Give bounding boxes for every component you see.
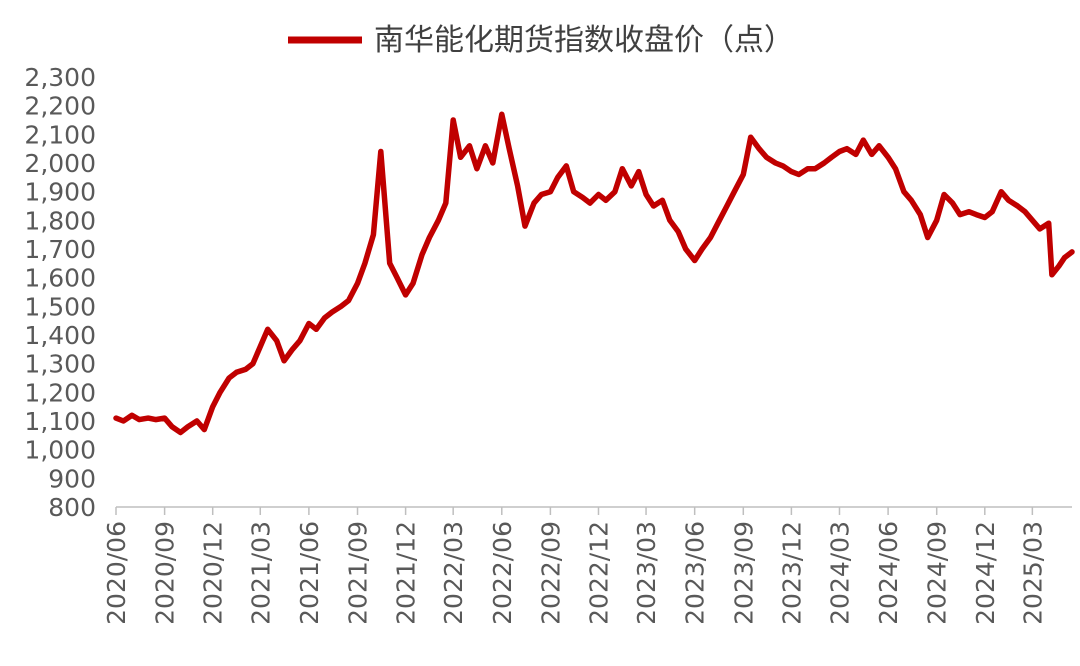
x-tick-label: 2025/03 [1018,521,1047,625]
x-tick-label: 2022/06 [488,521,517,625]
legend-label: 南华能化期货指数收盘价（点） [374,23,794,58]
x-axis: 2020/06 2020/09 2020/12 2021/03 2021/06 2021/… [102,506,1072,625]
x-tick-label: 2022/09 [536,521,565,625]
y-tick-label: 2,200 [24,92,96,121]
y-tick-label: 2,300 [24,63,96,92]
x-tick-label: 2021/12 [392,521,421,625]
x-tick-label: 2021/06 [295,521,324,625]
x-tick-label: 2024/03 [825,521,854,625]
x-tick-label: 2024/06 [874,521,903,625]
x-tick-label: 2020/09 [151,521,180,625]
x-tick-label: 2024/12 [971,521,1000,625]
y-tick-label: 1,100 [24,407,96,436]
y-tick-label: 1,400 [24,321,96,350]
x-tick-label: 2023/03 [632,521,661,625]
y-tick-label: 1,000 [24,436,96,465]
x-tick-label: 2023/12 [777,521,806,625]
y-tick-label: 1,700 [24,235,96,264]
y-tick-label: 1,900 [24,178,96,207]
y-tick-label: 1,800 [24,206,96,235]
y-tick-label: 1,500 [24,292,96,321]
x-tick-label: 2023/06 [681,521,710,625]
x-tick-label: 2020/06 [102,521,131,625]
y-tick-label: 800 [48,493,96,522]
y-tick-label: 1,600 [24,264,96,293]
x-tick-label: 2021/03 [246,521,275,625]
plot-area [113,111,1075,436]
y-tick-label: 900 [48,464,96,493]
y-axis: 8009001,0001,1001,2001,3001,4001,5001,60… [24,63,96,522]
y-tick-label: 2,100 [24,120,96,149]
y-tick-label: 2,000 [24,149,96,178]
x-tick-label: 2023/09 [729,521,758,625]
x-tick-label: 2021/09 [344,521,373,625]
x-tick-label: 2022/03 [439,521,468,625]
x-tick-label: 2022/12 [584,521,613,625]
x-tick-label: 2024/09 [923,521,952,625]
x-tick-label: 2020/12 [199,521,228,625]
series-line [113,111,1075,436]
legend: 南华能化期货指数收盘价（点） [288,23,794,58]
y-tick-label: 1,200 [24,378,96,407]
y-tick-label: 1,300 [24,350,96,379]
